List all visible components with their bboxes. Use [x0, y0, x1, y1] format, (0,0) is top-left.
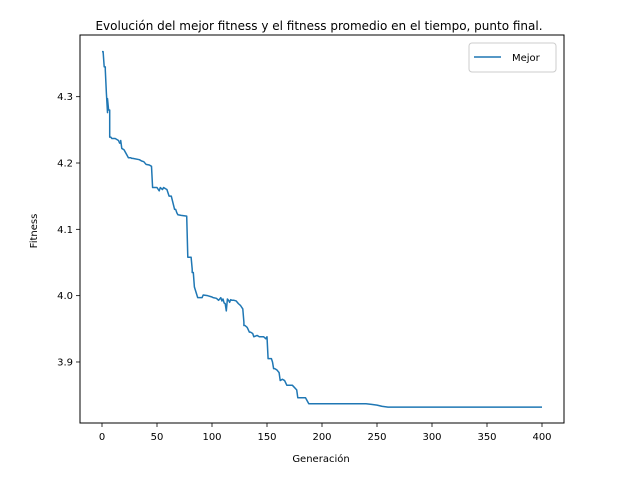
- y-tick-label: 4.1: [57, 225, 73, 236]
- x-tick-label: 250: [367, 432, 386, 443]
- y-tick-label: 3.9: [57, 357, 73, 368]
- x-tick-label: 50: [151, 432, 164, 443]
- plot-area: [102, 50, 542, 408]
- legend: Mejor: [468, 42, 557, 73]
- y-tick-label: 4.0: [57, 291, 73, 302]
- x-tick-label: 200: [312, 432, 331, 443]
- x-tick-label: 150: [257, 432, 276, 443]
- x-tick-label: 300: [422, 432, 441, 443]
- x-tick-label: 100: [202, 432, 221, 443]
- y-tick-label: 4.2: [57, 159, 73, 170]
- legend-box: [468, 42, 557, 73]
- x-tick-label: 400: [532, 432, 551, 443]
- x-axis-label: Generación: [292, 453, 349, 465]
- x-axis: 0 50 100 150 200 250 300 350 400: [99, 423, 552, 443]
- legend-label-mejor: Mejor: [512, 53, 541, 64]
- x-tick-label: 350: [477, 432, 496, 443]
- y-axis: 3.9 4.0 4.1 4.2 4.3: [57, 92, 80, 368]
- series-line-mejor: [102, 50, 542, 408]
- y-tick-label: 4.3: [57, 92, 73, 103]
- x-tick-label: 0: [99, 432, 105, 443]
- y-axis-label: Fitness: [29, 214, 40, 249]
- chart-title: Evolución del mejor fitness y el fitness…: [95, 19, 542, 33]
